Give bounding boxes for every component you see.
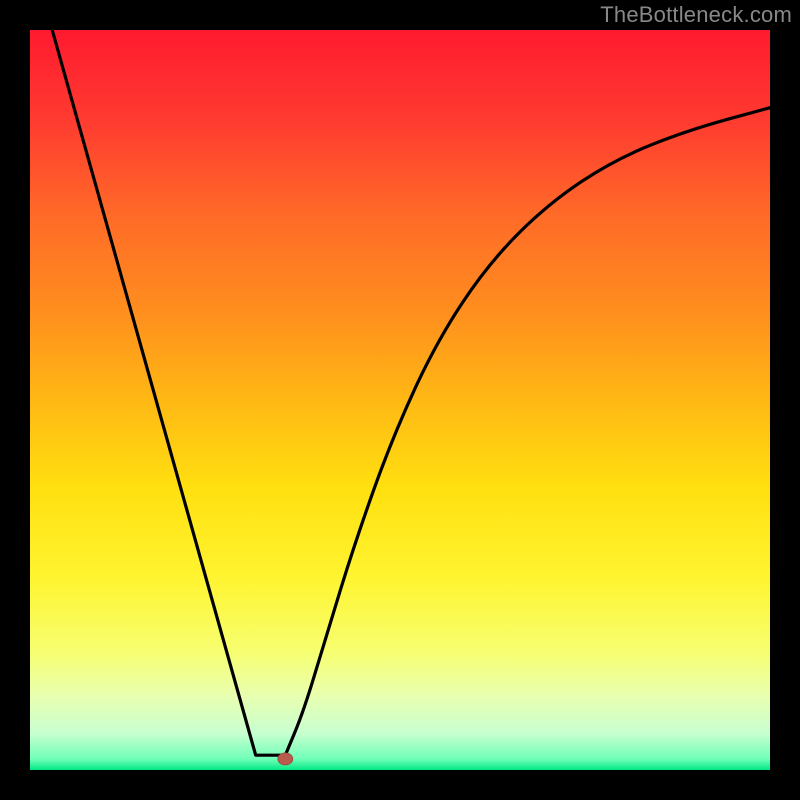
optimum-marker bbox=[278, 753, 293, 765]
chart-frame: TheBottleneck.com bbox=[0, 0, 800, 800]
watermark-text: TheBottleneck.com bbox=[600, 2, 792, 28]
plot-area bbox=[30, 30, 770, 770]
plot-svg bbox=[30, 30, 770, 770]
